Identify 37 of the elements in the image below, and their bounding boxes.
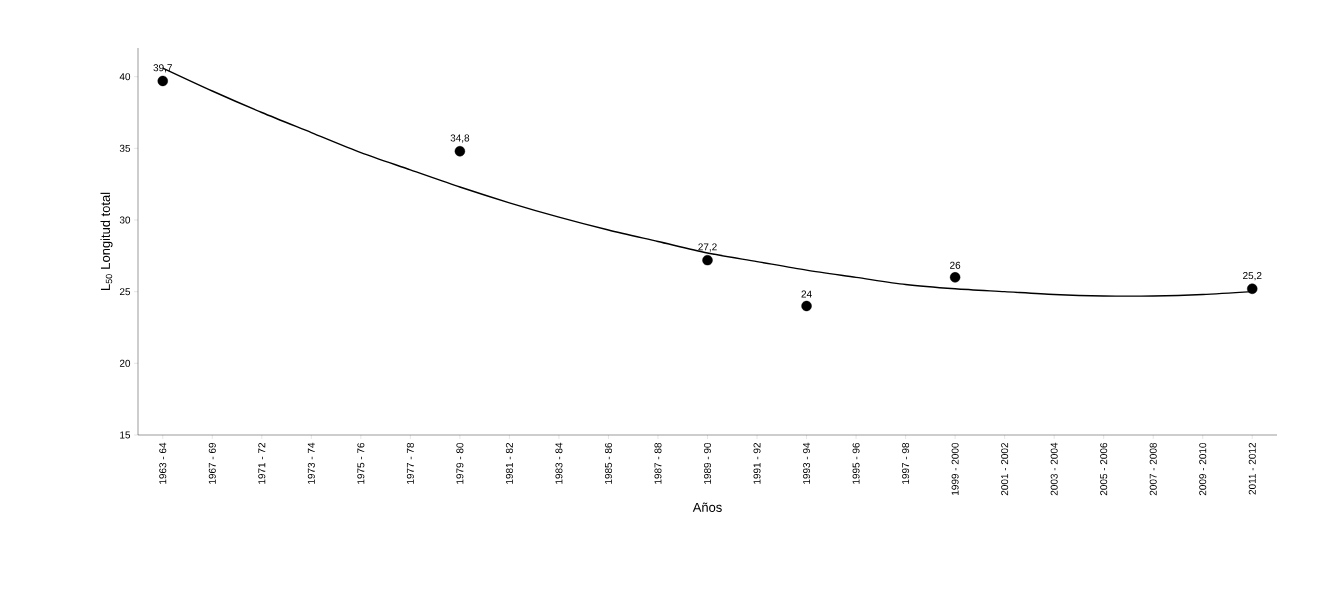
x-tick-label: 1997 - 98 <box>902 442 910 484</box>
x-tick-label: 1981 - 82 <box>505 443 513 484</box>
y-tick-label: 15 <box>120 431 131 439</box>
x-tick-label: 1991 - 92 <box>753 443 761 484</box>
y-tick-label: 25 <box>119 288 131 296</box>
x-tick-label: 1989 - 90 <box>703 442 712 484</box>
data-label: 34,8 <box>450 134 470 143</box>
x-tick-label: 1979 - 80 <box>456 442 464 484</box>
x-tick-label: 1999 - 2000 <box>951 442 959 495</box>
x-tick-label: 1983 - 84 <box>555 442 563 484</box>
x-tick-label: 2003 - 2004 <box>1050 442 1058 496</box>
data-label: 39,7 <box>153 64 172 73</box>
x-tick-label: 2007 - 2008 <box>1149 442 1157 496</box>
data-label: 25,2 <box>1243 272 1262 281</box>
x-tick-label: 1985 - 86 <box>604 442 612 484</box>
y-tick-label: 35 <box>119 144 131 152</box>
x-axis-title: Años <box>692 502 722 512</box>
data-label: 24 <box>801 290 812 298</box>
x-tick-label: 1967 - 69 <box>208 442 216 484</box>
x-tick-label: 1987 - 88 <box>654 442 662 484</box>
x-tick-label: 2001 - 2002 <box>1001 443 1009 496</box>
y-tick-label: 20 <box>119 359 131 367</box>
data-label: 27,2 <box>698 243 717 252</box>
x-tick-label: 1963 - 64 <box>159 442 167 484</box>
x-tick-label: 1971 - 72 <box>258 443 266 484</box>
data-label: 26 <box>950 261 961 269</box>
x-tick-label: 1995 - 96 <box>852 442 860 484</box>
x-tick-label: 2011 - 2012 <box>1248 443 1256 495</box>
y-tick-label: 40 <box>119 73 131 81</box>
x-tick-label: 2009 - 2010 <box>1199 442 1207 496</box>
x-tick-label: 2005 - 2006 <box>1100 442 1108 496</box>
y-tick-label: 30 <box>119 216 131 224</box>
x-tick-label: 1973 - 74 <box>307 442 315 484</box>
x-tick-label: 1977 - 78 <box>406 442 414 484</box>
x-tick-label: 1975 - 76 <box>357 442 365 484</box>
x-tick-label: 1993 - 94 <box>803 442 811 484</box>
y-axis-title: L$_{50}$ Longitud total <box>100 192 113 291</box>
